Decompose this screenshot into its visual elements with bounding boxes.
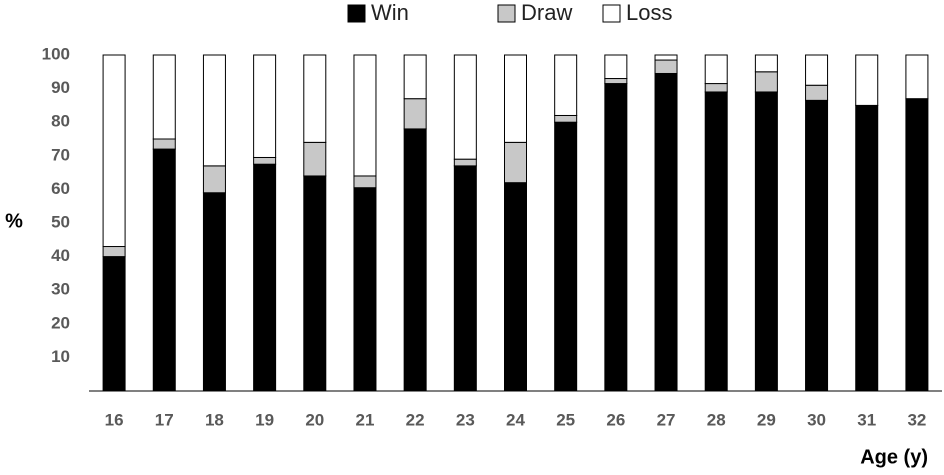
- bar-segment: [403, 128, 427, 392]
- bar-segment: [704, 54, 728, 85]
- bar-segment: [102, 246, 126, 258]
- bar-segment: [152, 138, 176, 150]
- bar-segment: [654, 72, 678, 392]
- bar-segment: [403, 98, 427, 130]
- x-tick-label: 20: [305, 410, 324, 429]
- bar-segment: [905, 54, 929, 100]
- y-tick-label: 70: [51, 145, 70, 164]
- x-tick-label: 16: [105, 410, 124, 429]
- bar-segment: [604, 54, 628, 80]
- bar-segment: [805, 99, 829, 392]
- x-tick-label: 24: [506, 410, 525, 429]
- y-tick-label: 40: [51, 246, 70, 265]
- bar-segment: [303, 54, 327, 143]
- bar-segment: [905, 98, 929, 392]
- x-axis-title: Age (y): [860, 446, 928, 468]
- bar-segment: [202, 54, 226, 167]
- x-tick-label: 27: [657, 410, 676, 429]
- bar-segment: [353, 175, 377, 189]
- x-tick-label: 28: [707, 410, 726, 429]
- legend-swatch: [347, 4, 366, 23]
- bar-segment: [303, 141, 327, 177]
- bar-segment: [805, 84, 829, 101]
- legend-swatch: [497, 4, 516, 23]
- bar-segment: [805, 54, 829, 86]
- y-tick-label: 90: [51, 78, 70, 97]
- y-tick-label: 60: [51, 179, 70, 198]
- bar-segment: [654, 59, 678, 74]
- legend-label: Win: [371, 0, 409, 25]
- bar-segment: [453, 54, 477, 160]
- y-tick-label: 30: [51, 280, 70, 299]
- bar-segment: [704, 91, 728, 392]
- legend-label: Loss: [626, 0, 672, 25]
- x-tick-label: 18: [205, 410, 224, 429]
- bar-segment: [754, 91, 778, 392]
- bar-segment: [704, 83, 728, 93]
- x-tick-label: 32: [907, 410, 926, 429]
- x-tick-label: 30: [807, 410, 826, 429]
- x-tick-label: 29: [757, 410, 776, 429]
- bar-segment: [303, 175, 327, 392]
- bar-segment: [504, 182, 527, 392]
- bar-segment: [554, 114, 578, 123]
- bar-segment: [855, 54, 879, 106]
- x-tick-label: 21: [356, 410, 375, 429]
- bar-segment: [353, 54, 377, 177]
- y-tick-label: 10: [51, 347, 70, 366]
- y-axis-title: %: [5, 210, 23, 232]
- y-tick-label: 20: [51, 313, 70, 332]
- bar-segment: [754, 54, 778, 73]
- x-tick-label: 26: [606, 410, 625, 429]
- bar-segment: [453, 165, 477, 392]
- bar-segment: [353, 187, 377, 392]
- y-tick-label: 100: [42, 44, 70, 63]
- bar-segment: [453, 158, 477, 167]
- bar-segment: [403, 54, 427, 100]
- legend-swatch: [602, 4, 621, 23]
- bar-segment: [754, 71, 778, 93]
- bar-segment: [202, 192, 226, 392]
- bar-segment: [654, 54, 678, 61]
- bar-segment: [152, 54, 176, 140]
- bar-segment: [604, 78, 628, 85]
- bar-segment: [102, 256, 126, 392]
- bar-segment: [554, 121, 578, 392]
- x-tick-label: 22: [406, 410, 425, 429]
- y-tick-label: 50: [51, 212, 70, 231]
- x-tick-label: 25: [556, 410, 575, 429]
- bar-segment: [554, 54, 578, 116]
- bar-segment: [855, 104, 879, 392]
- bar-segment: [604, 83, 628, 392]
- x-tick-label: 19: [255, 410, 274, 429]
- y-tick-label: 80: [51, 112, 70, 131]
- bar-segment: [152, 148, 176, 392]
- x-tick-label: 17: [155, 410, 174, 429]
- bar-segment: [253, 54, 277, 158]
- bar-segment: [253, 163, 277, 392]
- x-tick-label: 23: [456, 410, 475, 429]
- bar-segment: [253, 156, 277, 165]
- bar-segment: [504, 54, 527, 143]
- bar-segment: [202, 165, 226, 194]
- legend-label: Draw: [521, 0, 572, 25]
- x-tick-label: 31: [857, 410, 876, 429]
- bar-segment: [102, 54, 126, 248]
- bar-segment: [504, 141, 527, 184]
